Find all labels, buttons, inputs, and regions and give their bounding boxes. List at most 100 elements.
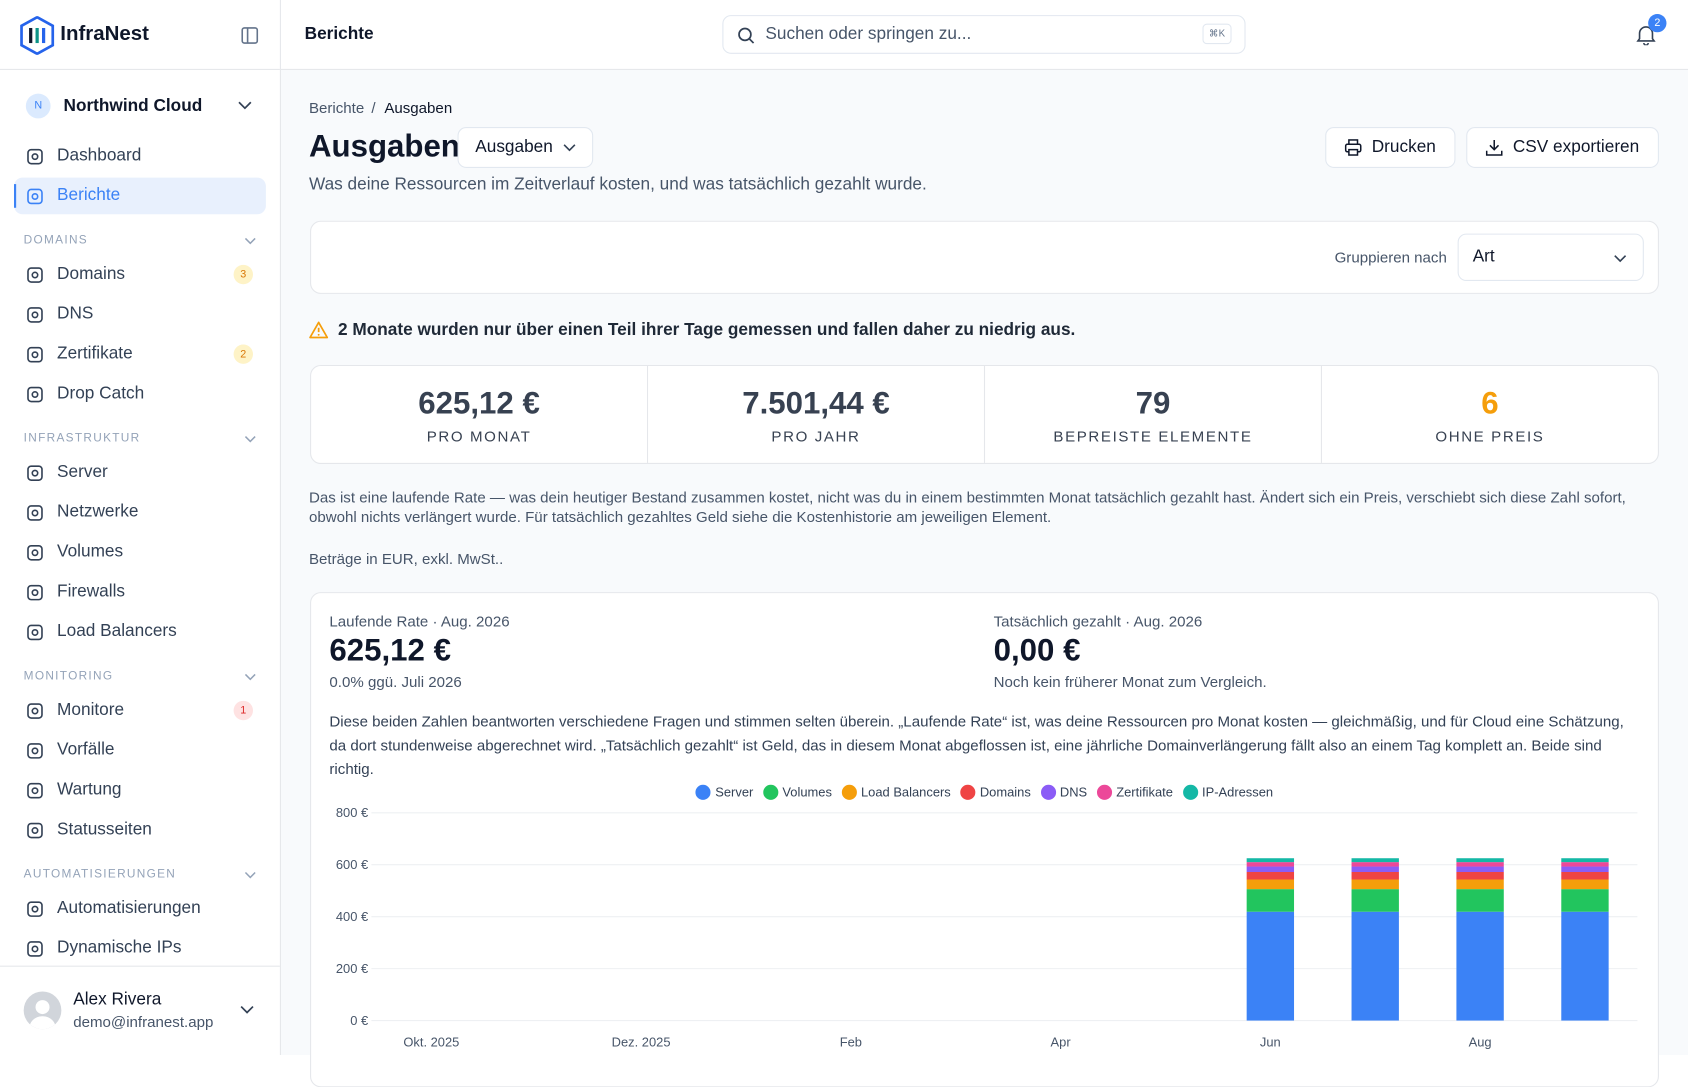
section-title: MONITORING: [23, 669, 114, 683]
print-button[interactable]: Drucken: [1325, 127, 1456, 168]
stat-label: PRO MONAT: [426, 427, 532, 445]
stat-value: 625,12 €: [418, 386, 540, 421]
nav-item[interactable]: Dashboard: [14, 138, 266, 175]
page-title: Ausgaben: [308, 129, 460, 165]
nav-item[interactable]: Vorfälle: [14, 732, 266, 769]
nav-label: Dynamische IPs: [57, 938, 182, 958]
bar-segment: [1456, 911, 1504, 1021]
brand: InfraNest: [60, 22, 149, 46]
warning-icon: [309, 321, 329, 339]
legend-swatch: [841, 784, 857, 800]
breadcrumb-separator: /: [371, 99, 376, 117]
bar-segment: [1246, 871, 1295, 880]
x-tick-label: Apr: [1051, 1034, 1072, 1049]
section-header[interactable]: MONITORING: [24, 670, 257, 683]
view-select[interactable]: Ausgaben: [457, 127, 594, 168]
stats-card: 625,12 € PRO MONAT 7.501,44 € PRO JAHR 79 BEP…: [310, 364, 1659, 464]
nav-item[interactable]: Firewalls: [14, 574, 266, 611]
nav-label: Berichte: [57, 186, 121, 205]
bar-segment: [1351, 866, 1399, 872]
nav-label: Vorfälle: [57, 740, 115, 759]
rate-note: Das ist eine laufende Rate — was dein he…: [308, 488, 1626, 526]
legend-label: Domains: [979, 784, 1031, 800]
stat-value: 79: [1135, 386, 1171, 421]
nav-item[interactable]: Berichte: [13, 177, 266, 215]
nav-item[interactable]: Netzwerke: [14, 494, 266, 531]
section-title: INFRASTRUKTUR: [23, 431, 141, 445]
stat-value: 6: [1481, 386, 1499, 421]
legend-swatch: [960, 784, 976, 800]
legend-label: DNS: [1059, 784, 1088, 800]
user-name: Alex Rivera: [73, 990, 162, 1009]
chart: 0 € 200 € 400 € 600 € 800 € Okt. 2025 Dez. 202…: [336, 805, 1638, 1049]
bar-segment: [1561, 911, 1609, 1021]
currency-note: Beträge in EUR, exkl. MwSt..: [308, 550, 504, 568]
workspace-name[interactable]: Northwind Cloud: [63, 96, 203, 116]
divider: [0, 965, 280, 967]
legend-label: IP-Adressen: [1202, 784, 1274, 800]
nav-label: Statusseiten: [57, 820, 152, 839]
legend-label: Server: [715, 784, 754, 800]
bar-segment: [1351, 862, 1399, 867]
nav-item[interactable]: Load Balancers: [14, 614, 266, 651]
nav-item[interactable]: Wartung: [14, 772, 266, 809]
workspace-avatar: N: [25, 93, 51, 119]
legend-swatch: [1096, 784, 1112, 800]
section-title: DOMAINS: [23, 233, 89, 247]
nav-label: Wartung: [57, 780, 122, 799]
summary-explanation: Diese beiden Zahlen beantworten verschie…: [329, 712, 1624, 778]
divider: [0, 68, 280, 70]
nav-item[interactable]: Domains 3: [14, 256, 266, 293]
chevron: [244, 672, 256, 685]
search-box[interactable]: Suchen oder springen zu... ⌘K: [722, 15, 1246, 54]
nav-label: DNS: [57, 304, 94, 323]
nav-item[interactable]: Zertifikate 2: [14, 336, 266, 373]
bar-segment: [1351, 879, 1399, 890]
stat: 7.501,44 € PRO JAHR: [646, 366, 984, 463]
group-select[interactable]: Art: [1457, 233, 1644, 281]
nav-label: Load Balancers: [57, 622, 177, 641]
bar-segment: [1246, 889, 1295, 912]
stat: 625,12 € PRO MONAT: [311, 366, 647, 463]
nav-label: Automatisierungen: [57, 898, 201, 918]
nav-item[interactable]: Automatisierungen: [14, 890, 266, 927]
nav-label: Netzwerke: [57, 502, 139, 522]
nav-item[interactable]: Server: [14, 454, 266, 491]
nav-item[interactable]: Dynamische IPs: [14, 930, 266, 967]
nav-badge: 3: [233, 264, 253, 285]
legend-swatch: [1040, 784, 1056, 800]
nav-item[interactable]: DNS: [14, 296, 266, 333]
stat: 6 OHNE PREIS: [1320, 366, 1658, 463]
breadcrumb-item[interactable]: Berichte: [308, 99, 365, 117]
summary-value: 0,00 €: [993, 633, 1081, 668]
bar-segment: [1246, 911, 1295, 1021]
notification-badge: 2: [1648, 13, 1667, 33]
page-subtitle: Was deine Ressourcen im Zeitverlauf kost…: [308, 175, 927, 194]
summary-detail: 0.0% ggü. Juli 2026: [329, 672, 462, 691]
collapse-button[interactable]: [241, 27, 259, 44]
section-header[interactable]: AUTOMATISIERUNGEN: [24, 868, 257, 881]
nav-item[interactable]: Drop Catch: [14, 376, 266, 413]
legend-swatch: [762, 784, 779, 800]
header-title: Berichte: [304, 24, 374, 44]
bar-segment: [1456, 858, 1504, 863]
bar-segment: [1246, 862, 1295, 867]
chevron[interactable]: [240, 1004, 254, 1015]
nav-item[interactable]: Statusseiten: [14, 812, 266, 849]
section-header[interactable]: INFRASTRUKTUR: [24, 432, 257, 445]
user-avatar: [23, 991, 62, 1030]
x-tick-label: Dez. 2025: [612, 1034, 671, 1049]
nav-item[interactable]: Monitore 1: [14, 692, 266, 729]
sidebar: InfraNest N Northwind Cloud Dashboard Ber…: [0, 0, 281, 1055]
nav-item[interactable]: Volumes: [14, 534, 266, 571]
export-button[interactable]: CSV exportieren: [1466, 127, 1659, 168]
bar-segment: [1456, 862, 1504, 867]
y-tick-label: 600 €: [336, 857, 368, 872]
legend-swatch: [695, 784, 711, 800]
group-label: Gruppieren nach: [1334, 248, 1447, 266]
nav-label: Dashboard: [57, 146, 142, 165]
nav-label: Volumes: [57, 542, 124, 561]
section-header[interactable]: DOMAINS: [24, 234, 257, 247]
legend-item: Domains: [960, 784, 1031, 800]
